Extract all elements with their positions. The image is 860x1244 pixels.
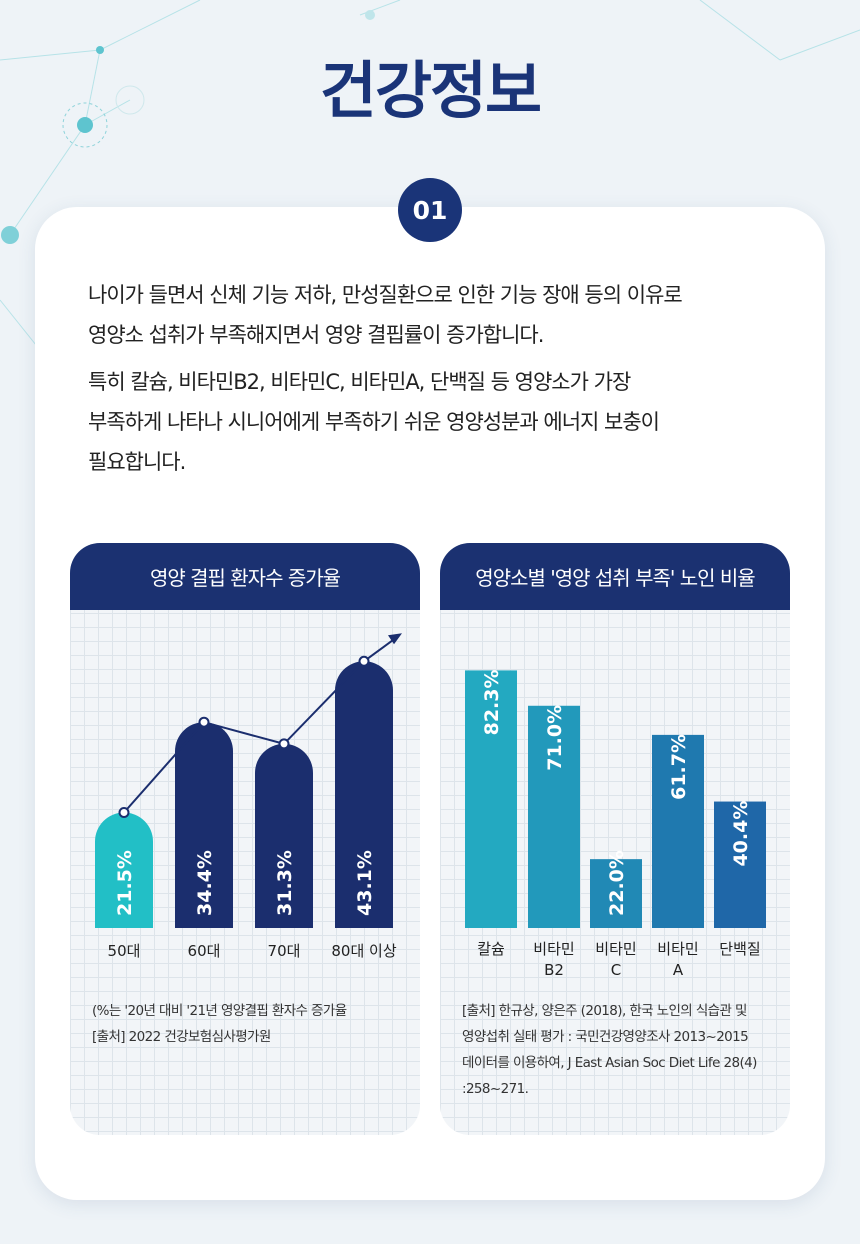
bar-value-label: 21.5%: [114, 850, 136, 916]
category-label: A: [673, 961, 684, 979]
bar-chart: 82.3% 칼슘 71.0% 비타민 B2 22.0% 비타민 C 61.7% 비타민 A 40.4%…: [465, 669, 766, 979]
category-label: 비타민: [533, 940, 574, 958]
category-label: 70대: [268, 942, 301, 960]
category-label: 60대: [188, 942, 221, 960]
bar: [714, 801, 766, 928]
category-label: 80대 이상: [331, 942, 396, 960]
text-line: 필요합니다.: [88, 450, 186, 474]
bar-value-label: 40.4%: [730, 801, 752, 867]
text-line: 특히 칼슘, 비타민B2, 비타민C, 비타민A, 단백질 등 영양소가 가장: [88, 370, 631, 394]
category-label: 비타민: [657, 940, 698, 958]
bar-value-label: 61.7%: [668, 734, 690, 800]
bar-value-label: 71.0%: [544, 705, 566, 771]
text-line: 나이가 들면서 신체 기능 저하, 만성질환으로 인한 기능 장애 등의 이유로: [88, 283, 683, 307]
bar-value-label: 43.1%: [354, 850, 376, 916]
text-line: 부족하게 나타나 시니어에게 부족하기 쉬운 영양성분과 에너지 보충이: [88, 410, 660, 434]
chart-panel-nutrient-deficiency: 영양소별 '영양 섭취 부족' 노인 비율 82.3% 칼슘 71.0% 비타민 B2 2…: [440, 543, 790, 1135]
note-line: [출처] 2022 건강보험심사평가원: [92, 1029, 271, 1045]
bar: [255, 743, 313, 928]
intro-paragraph-1: 나이가 들면서 신체 기능 저하, 만성질환으로 인한 기능 장애 등의 이유로…: [88, 275, 788, 355]
category-label: 단백질: [719, 940, 760, 958]
category-label: 50대: [108, 942, 141, 960]
note-line: [출처] 한규상, 양은주 (2018), 한국 노인의 식습관 및: [462, 1003, 747, 1019]
trend-arrow-icon: [388, 633, 402, 645]
chart-panel-deficiency-increase: 영양 결핍 환자수 증가율 21.5% 50대 34.4% 60대 31.3% 70대 43…: [70, 543, 420, 1135]
bar-value-label: 34.4%: [194, 850, 216, 916]
intro-paragraph-2: 특히 칼슘, 비타민B2, 비타민C, 비타민A, 단백질 등 영양소가 가장 …: [88, 362, 788, 482]
section-number-badge: 01: [398, 178, 462, 242]
chart-title: 영양 결핍 환자수 증가율: [70, 543, 420, 610]
bar: [95, 812, 153, 928]
trend-point: [118, 807, 130, 818]
bar: [652, 734, 704, 928]
bar: [528, 705, 580, 928]
chart-title: 영양소별 '영양 섭취 부족' 노인 비율: [440, 543, 790, 610]
note-line: 데이터를 이용하여, J East Asian Soc Diet Life 28…: [462, 1055, 757, 1071]
network-decoration: [0, 0, 860, 351]
chart-notes: (%는 '20년 대비 '21년 영양결핍 환자수 증가율 [출처] 2022 …: [92, 998, 347, 1050]
category-label: 비타민: [595, 940, 636, 958]
chart-notes: [출처] 한규상, 양은주 (2018), 한국 노인의 식습관 및 영양섭취 …: [462, 998, 757, 1102]
category-label: C: [611, 961, 621, 979]
bar-value-label: 31.3%: [274, 850, 296, 916]
page-title: 건강정보: [319, 54, 542, 127]
trend-point: [278, 738, 290, 750]
bar-chart: 21.5% 50대 34.4% 60대 31.3% 70대 43.1% 80대 이상: [95, 633, 402, 960]
bar-value-label: 82.3%: [481, 669, 503, 735]
bar-value-label: 22.0%: [606, 850, 628, 916]
trend-point: [358, 655, 370, 667]
bar: [335, 661, 393, 928]
trend-point: [198, 716, 210, 728]
bar: [175, 722, 233, 928]
text-line: 영양소 섭취가 부족해지면서 영양 결핍률이 증가합니다.: [88, 323, 544, 347]
category-label: 칼슘: [477, 940, 505, 958]
note-line: 영양섭취 실태 평가 : 국민건강영양조사 2013~2015: [462, 1029, 749, 1045]
note-line: :258~271.: [462, 1081, 529, 1097]
note-line: (%는 '20년 대비 '21년 영양결핍 환자수 증가율: [92, 1003, 347, 1019]
bar: [465, 670, 517, 928]
category-label: B2: [544, 961, 564, 979]
bar: [590, 859, 642, 928]
